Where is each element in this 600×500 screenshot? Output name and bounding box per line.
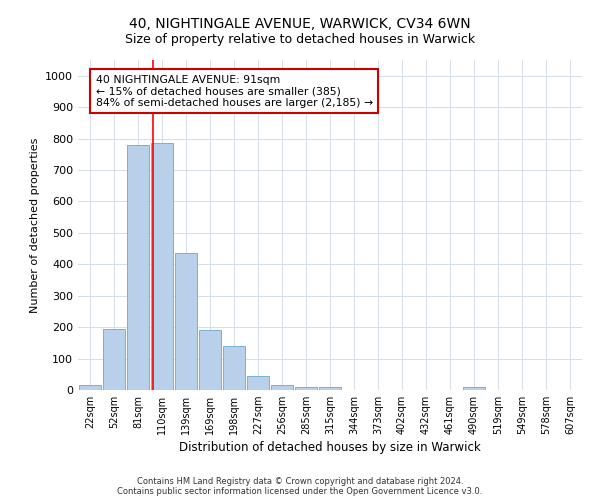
Bar xyxy=(463,387,485,390)
Bar xyxy=(175,254,197,390)
Y-axis label: Number of detached properties: Number of detached properties xyxy=(29,138,40,312)
Bar xyxy=(319,387,341,390)
Bar xyxy=(199,330,221,390)
Text: 40 NIGHTINGALE AVENUE: 91sqm
← 15% of detached houses are smaller (385)
84% of s: 40 NIGHTINGALE AVENUE: 91sqm ← 15% of de… xyxy=(95,75,373,108)
Text: Size of property relative to detached houses in Warwick: Size of property relative to detached ho… xyxy=(125,32,475,46)
Bar xyxy=(151,144,173,390)
Bar xyxy=(295,387,317,390)
Bar xyxy=(79,386,101,390)
X-axis label: Distribution of detached houses by size in Warwick: Distribution of detached houses by size … xyxy=(179,442,481,454)
Text: 40, NIGHTINGALE AVENUE, WARWICK, CV34 6WN: 40, NIGHTINGALE AVENUE, WARWICK, CV34 6W… xyxy=(129,18,471,32)
Bar xyxy=(247,376,269,390)
Text: Contains HM Land Registry data © Crown copyright and database right 2024.
Contai: Contains HM Land Registry data © Crown c… xyxy=(118,476,482,496)
Bar xyxy=(127,145,149,390)
Bar xyxy=(223,346,245,390)
Bar xyxy=(271,386,293,390)
Bar xyxy=(103,328,125,390)
